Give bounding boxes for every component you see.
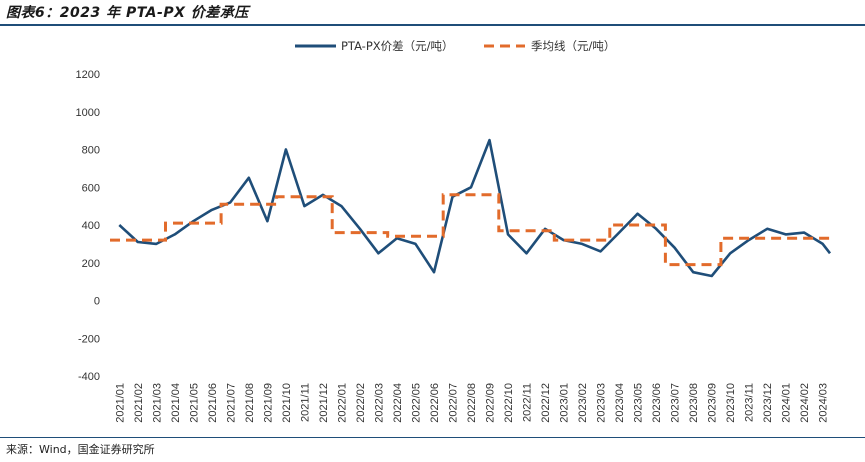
x-tick-label: 2023/01 [559, 383, 571, 423]
x-tick-label: 2021/06 [207, 383, 219, 423]
x-tick-label: 2023/03 [596, 383, 608, 423]
x-tick-label: 2021/02 [133, 383, 145, 423]
x-tick-label: 2024/03 [818, 383, 830, 423]
x-tick-label: 2022/09 [485, 383, 497, 423]
x-tick-label: 2022/07 [447, 383, 459, 423]
x-tick-label: 2021/05 [188, 383, 200, 423]
x-tick-label: 2023/04 [614, 383, 626, 423]
legend-label-quarterly: 季均线（元/吨） [531, 39, 615, 53]
y-axis: -400 -200 0 200 400 600 800 1000 1200 [76, 69, 100, 383]
legend: PTA-PX价差（元/吨） 季均线（元/吨） [295, 39, 615, 53]
chart-plot: PTA-PX价差（元/吨） 季均线（元/吨） -400 -200 0 200 400 60… [76, 39, 832, 423]
y-tick-label: 200 [82, 258, 100, 270]
y-tick-label: 1200 [76, 69, 100, 81]
x-tick-label: 2023/06 [651, 383, 663, 423]
x-tick-label: 2023/09 [707, 383, 719, 423]
x-tick-label: 2021/08 [244, 383, 256, 423]
source-note: 来源：Wind，国金证券研究所 [6, 443, 155, 456]
x-tick-label: 2022/02 [355, 383, 367, 423]
x-tick-label: 2024/02 [799, 383, 811, 423]
x-tick-label: 2023/10 [725, 383, 737, 423]
x-tick-label: 2022/06 [429, 383, 441, 423]
x-tick-label: 2023/12 [762, 383, 774, 423]
x-tick-label: 2021/12 [318, 383, 330, 423]
x-tick-label: 2021/11 [299, 383, 311, 422]
x-tick-label: 2021/09 [262, 383, 274, 423]
x-tick-label: 2023/02 [577, 383, 589, 423]
x-tick-label: 2021/03 [151, 383, 163, 423]
y-tick-label: 1000 [76, 107, 100, 119]
series-line-quarterly [110, 193, 832, 267]
y-tick-label: 400 [82, 220, 100, 232]
x-tick-label: 2024/01 [781, 383, 793, 423]
y-tick-label: 600 [82, 182, 100, 194]
y-tick-label: -200 [78, 333, 100, 345]
x-tick-label: 2023/11 [744, 383, 756, 422]
x-tick-label: 2023/07 [670, 383, 682, 423]
x-tick-label: 2022/04 [392, 383, 404, 423]
x-tick-label: 2022/12 [540, 383, 552, 423]
source-divider [0, 437, 865, 438]
x-tick-label: 2022/05 [410, 383, 422, 423]
x-axis: 2021/01 2021/02 2021/03 2021/04 2021/05 2021/… [114, 383, 829, 423]
y-tick-label: -400 [78, 371, 100, 383]
series-layer [110, 138, 832, 278]
legend-label-spread: PTA-PX价差（元/吨） [341, 39, 454, 53]
x-tick-label: 2021/01 [114, 383, 126, 423]
x-tick-label: 2023/05 [633, 383, 645, 423]
x-tick-label: 2022/03 [373, 383, 385, 423]
x-tick-label: 2022/01 [336, 383, 348, 423]
x-tick-label: 2022/10 [503, 383, 515, 423]
x-tick-label: 2021/07 [225, 383, 237, 423]
x-tick-label: 2021/10 [281, 383, 293, 423]
chart-title: 图表6：2023 年 PTA-PX 价差承压 [6, 5, 249, 21]
series-line-spread [118, 138, 832, 278]
x-tick-label: 2022/11 [522, 383, 534, 422]
x-tick-label: 2022/08 [466, 383, 478, 423]
x-tick-label: 2021/04 [170, 383, 182, 423]
y-tick-label: 800 [82, 145, 100, 157]
y-tick-label: 0 [94, 296, 100, 308]
x-tick-label: 2023/08 [688, 383, 700, 423]
title-divider [0, 24, 865, 26]
